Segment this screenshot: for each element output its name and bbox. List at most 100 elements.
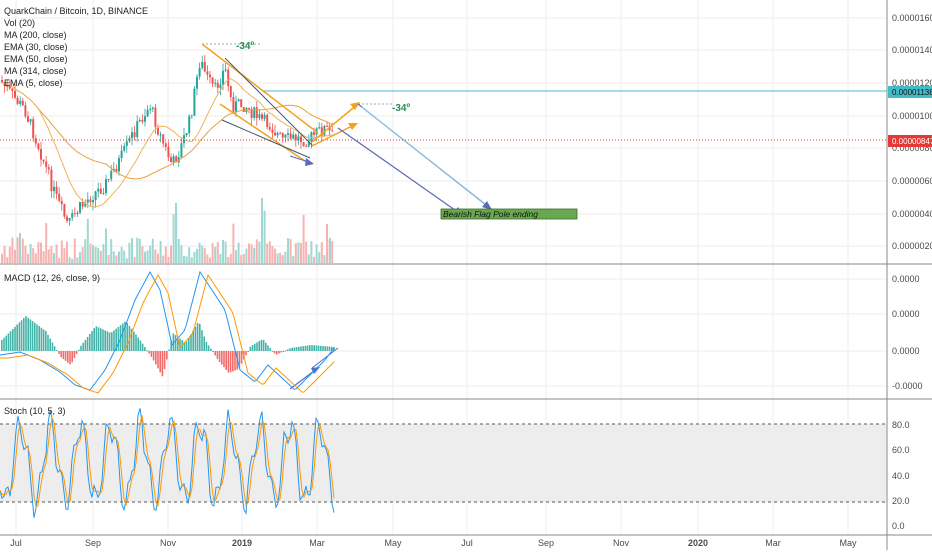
macd-hist-bar	[161, 351, 164, 377]
price-tick-label: 0.00000400	[892, 209, 932, 219]
macd-hist-bar	[172, 333, 175, 351]
candle-body	[97, 188, 100, 192]
candle-body	[237, 99, 240, 102]
indicator-label[interactable]: MA (200, close)	[4, 30, 67, 40]
volume-bar	[242, 254, 245, 263]
candle-body	[310, 132, 313, 142]
macd-hist-bar	[254, 343, 256, 351]
candle-body	[294, 134, 297, 141]
candle-body	[71, 213, 74, 218]
volume-bar	[24, 245, 27, 263]
macd-hist-bar	[214, 351, 216, 356]
candle-body	[50, 169, 53, 192]
candle-body	[261, 114, 263, 119]
volume-bar	[203, 248, 206, 263]
candle-body	[209, 74, 211, 78]
candle-body	[203, 62, 206, 72]
indicator-label[interactable]: Vol (20)	[4, 18, 35, 28]
flag-arrow-up-1[interactable]	[311, 103, 359, 143]
volume-bar	[188, 247, 191, 263]
flag-label-box[interactable]	[440, 208, 578, 220]
macd-hist-bar	[183, 341, 186, 351]
volume-bar	[263, 210, 266, 263]
candle-body	[190, 115, 193, 117]
macd-hist-bar	[45, 331, 47, 351]
volume-bar	[175, 203, 177, 263]
macd-hist-bar	[75, 351, 78, 354]
stoch-axis[interactable]: 80.0 60.0 40.0 20.0 0.0	[892, 420, 910, 531]
arrowhead-icon	[482, 201, 492, 210]
candle-body	[216, 82, 219, 88]
candle-body	[40, 149, 42, 160]
stoch-title: Stoch (10, 5, 3)	[4, 406, 66, 416]
price-axis[interactable]: 0.00001600 0.00001400 0.00001200 0.00001000…	[892, 13, 932, 251]
macd-hist-bar	[91, 331, 93, 351]
macd-hist-bar	[58, 351, 60, 354]
macd-hist-bar	[124, 321, 126, 351]
candle-body	[66, 216, 68, 221]
candle-body	[193, 88, 196, 116]
macd-hist-bar	[139, 340, 142, 351]
candle-body	[268, 127, 271, 130]
volume-bar	[258, 241, 261, 263]
projection-arrow-2[interactable]	[337, 127, 463, 216]
candle-body	[307, 141, 310, 147]
candle-body	[279, 132, 282, 134]
candle-body	[242, 107, 245, 112]
macd-hist-bar	[12, 329, 14, 351]
macd-hist-bar	[225, 351, 227, 370]
volume-bar	[118, 251, 120, 263]
volume-bar	[307, 254, 310, 263]
macd-hist-bar	[218, 351, 221, 362]
macd-hist-bar	[273, 351, 276, 354]
time-tick-label: Mar	[765, 538, 781, 548]
candle-body	[149, 109, 152, 111]
macd-hist-bar	[240, 351, 243, 364]
volume-bar	[58, 258, 61, 263]
macd-hist-bar	[16, 324, 18, 351]
candle-body	[240, 99, 243, 108]
volume-bar	[136, 237, 139, 263]
indicator-label[interactable]: EMA (5, close)	[4, 78, 63, 88]
macd-hist-bar	[62, 351, 65, 360]
macd-hist-bar	[29, 319, 32, 351]
volume-bar	[276, 253, 279, 263]
candle-body	[219, 84, 222, 88]
candle-body	[63, 203, 66, 217]
macd-hist-bar	[262, 339, 265, 351]
volume-bar	[157, 253, 159, 263]
macd-hist-bar	[111, 332, 113, 351]
volume-bar	[89, 243, 92, 263]
volume-bar	[149, 245, 152, 263]
time-tick-label: Jul	[461, 538, 473, 548]
macd-hist-bar	[185, 341, 188, 351]
candle-body	[81, 202, 84, 207]
macd-hist-bar	[80, 345, 82, 351]
volume-bar	[227, 256, 230, 263]
flag-upper-line[interactable]	[201, 43, 319, 134]
volume-bar	[146, 250, 149, 263]
macd-tick-label: 0.0000	[892, 274, 920, 284]
indicator-label[interactable]: EMA (30, close)	[4, 42, 68, 52]
flag-lower-line[interactable]	[219, 103, 309, 164]
candle-body	[159, 134, 162, 136]
macd-hist-bar	[106, 331, 109, 351]
candle-body	[162, 134, 165, 144]
volume-bar	[271, 245, 274, 263]
volume-bar	[107, 254, 110, 263]
flag-arrow-up-2[interactable]	[311, 123, 357, 147]
time-tick-label: Mar	[309, 538, 325, 548]
volume-bar	[222, 239, 224, 263]
volume-bar	[6, 257, 9, 263]
volume-bar	[170, 245, 172, 263]
macd-hist-bar	[298, 346, 300, 351]
candle-body	[263, 114, 266, 119]
volume-bar	[63, 248, 66, 263]
time-axis[interactable]: Jul Sep Nov 2019 Mar May Jul Sep Nov 2020 Mar May	[10, 538, 857, 548]
macd-axis[interactable]: 0.0000 0.0000 0.0000 -0.0000	[892, 274, 923, 391]
indicator-label[interactable]: EMA (50, close)	[4, 54, 68, 64]
macd-hist-bar	[163, 351, 166, 370]
indicator-label[interactable]: MA (314, close)	[4, 66, 67, 76]
